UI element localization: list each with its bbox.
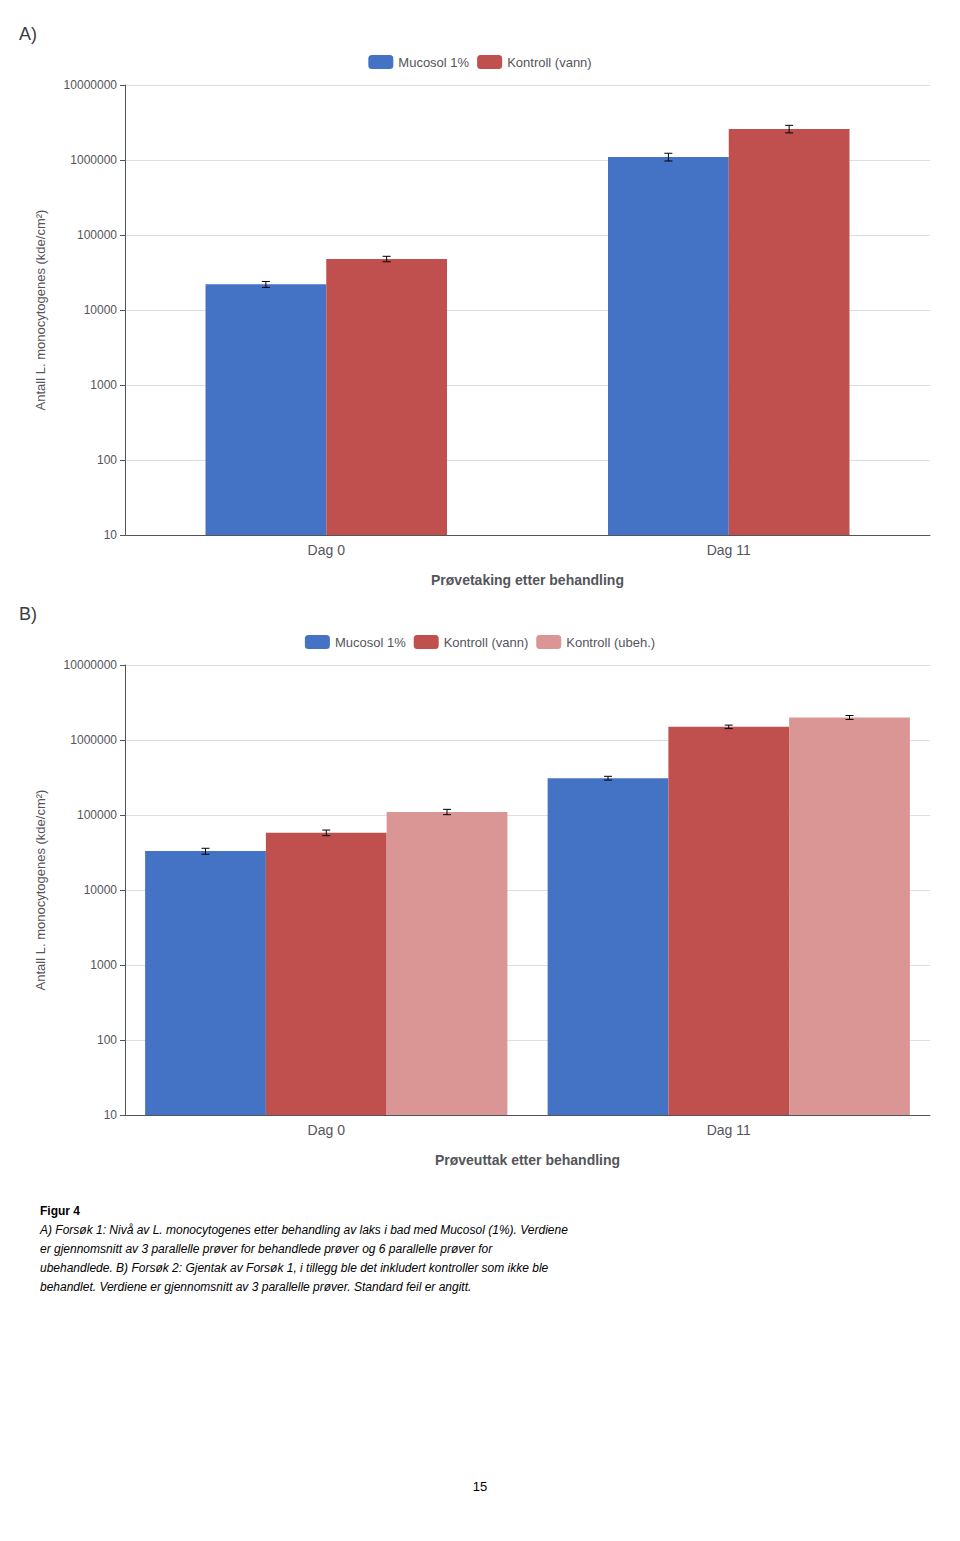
svg-text:100000: 100000 xyxy=(77,808,117,822)
svg-text:Kontroll (ubeh.): Kontroll (ubeh.) xyxy=(566,635,655,650)
svg-text:Antall L. monocytogenes (kde/c: Antall L. monocytogenes (kde/cm²) xyxy=(33,790,48,991)
svg-text:B): B) xyxy=(19,604,37,624)
svg-text:1000: 1000 xyxy=(90,958,117,972)
svg-text:Antall L. monocytogenes (kde/c: Antall L. monocytogenes (kde/cm²) xyxy=(33,210,48,411)
svg-text:100000: 100000 xyxy=(77,228,117,242)
svg-text:10: 10 xyxy=(104,1108,118,1122)
svg-text:100: 100 xyxy=(97,453,117,467)
svg-text:10000000: 10000000 xyxy=(64,658,118,672)
svg-text:1000000: 1000000 xyxy=(70,733,117,747)
svg-text:A) Forsøk 1: Nivå av L. monocy: A) Forsøk 1: Nivå av L. monocytogenes et… xyxy=(39,1223,568,1237)
svg-text:Dag 11: Dag 11 xyxy=(707,542,751,558)
svg-text:10000: 10000 xyxy=(84,883,118,897)
svg-text:Dag 0: Dag 0 xyxy=(308,1122,346,1138)
svg-text:Figur 4: Figur 4 xyxy=(40,1204,80,1218)
svg-text:Dag 0: Dag 0 xyxy=(308,542,346,558)
svg-text:er gjennomsnitt av 3 parallell: er gjennomsnitt av 3 parallelle prøver f… xyxy=(40,1242,493,1256)
svg-text:100: 100 xyxy=(97,1033,117,1047)
svg-text:Prøvetaking etter behandling: Prøvetaking etter behandling xyxy=(431,572,624,588)
svg-text:A): A) xyxy=(19,24,37,44)
svg-text:Prøveuttak etter behandling: Prøveuttak etter behandling xyxy=(435,1152,620,1168)
svg-text:Mucosol 1%: Mucosol 1% xyxy=(398,55,469,70)
svg-text:Dag 11: Dag 11 xyxy=(707,1122,751,1138)
svg-text:1000: 1000 xyxy=(90,378,117,392)
svg-text:Kontroll (vann): Kontroll (vann) xyxy=(444,635,529,650)
svg-text:ubehandlede. B) Forsøk 2: Gjen: ubehandlede. B) Forsøk 2: Gjentak av For… xyxy=(40,1261,549,1275)
svg-text:Kontroll (vann): Kontroll (vann) xyxy=(507,55,592,70)
svg-text:behandlet. Verdiene er gjennom: behandlet. Verdiene er gjennomsnitt av 3… xyxy=(40,1280,471,1294)
svg-text:10: 10 xyxy=(104,528,118,542)
svg-text:1000000: 1000000 xyxy=(70,153,117,167)
svg-text:10000000: 10000000 xyxy=(64,78,118,92)
svg-text:10000: 10000 xyxy=(84,303,118,317)
svg-text:15: 15 xyxy=(473,1479,487,1494)
svg-text:Mucosol 1%: Mucosol 1% xyxy=(335,635,406,650)
